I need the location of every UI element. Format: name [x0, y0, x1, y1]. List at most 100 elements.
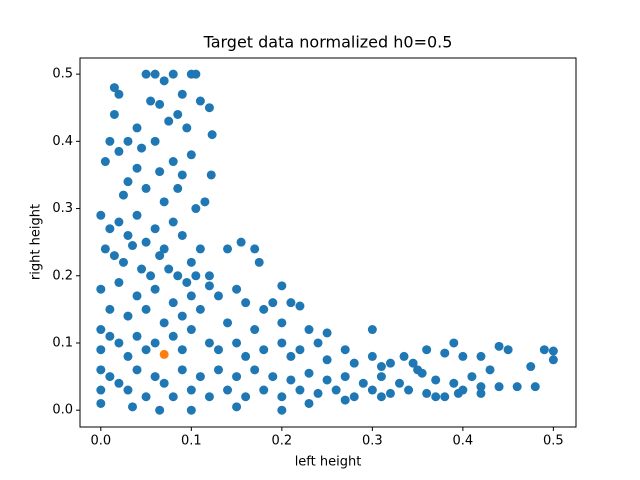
point — [232, 284, 242, 294]
point — [105, 136, 115, 146]
point — [105, 224, 115, 234]
point — [232, 338, 242, 348]
point — [164, 264, 174, 274]
point — [182, 123, 192, 133]
point — [186, 385, 196, 395]
point — [132, 331, 142, 341]
point — [173, 183, 183, 193]
point — [195, 96, 205, 106]
point — [132, 163, 142, 173]
x-tick-label: 0.2 — [271, 434, 292, 449]
point — [259, 345, 269, 355]
point — [340, 395, 350, 405]
point — [449, 338, 459, 348]
point — [453, 388, 463, 398]
point — [376, 372, 386, 382]
y-tick-label: 0.5 — [52, 67, 73, 82]
point — [123, 177, 133, 187]
point — [123, 230, 133, 240]
point — [159, 76, 169, 86]
point — [241, 298, 251, 308]
x-tick-label: 0.3 — [362, 434, 383, 449]
point — [150, 69, 160, 79]
point — [367, 351, 377, 361]
point — [118, 257, 128, 267]
point — [458, 351, 468, 361]
point — [331, 385, 341, 395]
point — [137, 143, 147, 153]
point — [96, 345, 106, 355]
point — [349, 392, 359, 402]
point — [155, 167, 165, 177]
point — [114, 338, 124, 348]
point — [250, 365, 260, 375]
point — [277, 392, 287, 402]
point — [213, 365, 223, 375]
x-tick-label: 0.5 — [543, 434, 564, 449]
point — [526, 362, 536, 372]
point — [385, 388, 395, 398]
point — [177, 311, 187, 321]
point — [408, 358, 418, 368]
point — [236, 237, 246, 247]
x-tick-label: 0.0 — [90, 434, 111, 449]
point — [204, 281, 214, 291]
point — [295, 345, 305, 355]
point — [431, 392, 441, 402]
point — [186, 150, 196, 160]
point — [150, 338, 160, 348]
point — [109, 83, 119, 93]
axes-frame — [79, 57, 577, 428]
point — [123, 385, 133, 395]
point — [404, 385, 414, 395]
point — [141, 304, 151, 314]
point — [159, 244, 169, 254]
point — [204, 392, 214, 402]
point — [548, 355, 558, 365]
point — [168, 157, 178, 167]
point — [376, 362, 386, 372]
point — [114, 146, 124, 156]
point — [186, 325, 196, 335]
point — [213, 291, 223, 301]
point — [476, 351, 486, 361]
point — [118, 190, 128, 200]
point — [503, 345, 513, 355]
point — [168, 298, 178, 308]
point — [539, 345, 549, 355]
point — [376, 392, 386, 402]
point — [417, 368, 427, 378]
point — [295, 385, 305, 395]
point — [114, 89, 124, 99]
point — [177, 365, 187, 375]
point — [123, 351, 133, 361]
chart-title: Target data normalized h0=0.5 — [203, 33, 453, 52]
point — [150, 284, 160, 294]
point — [141, 69, 151, 79]
point — [250, 244, 260, 254]
point — [385, 358, 395, 368]
point — [195, 372, 205, 382]
point — [195, 244, 205, 254]
point — [96, 385, 106, 395]
point — [114, 217, 124, 227]
point — [295, 301, 305, 311]
point — [127, 402, 137, 412]
point — [395, 378, 405, 388]
point — [259, 304, 269, 314]
point — [322, 328, 332, 338]
point — [123, 136, 133, 146]
point — [150, 136, 160, 146]
point — [467, 372, 477, 382]
point — [367, 325, 377, 335]
x-axis-label: left height — [295, 455, 362, 470]
y-tick-label: 0.0 — [52, 403, 73, 418]
point — [146, 271, 156, 281]
point — [206, 170, 216, 180]
point — [250, 325, 260, 335]
point — [168, 217, 178, 227]
point — [213, 345, 223, 355]
point — [349, 358, 359, 368]
x-tick-label: 0.1 — [181, 434, 202, 449]
